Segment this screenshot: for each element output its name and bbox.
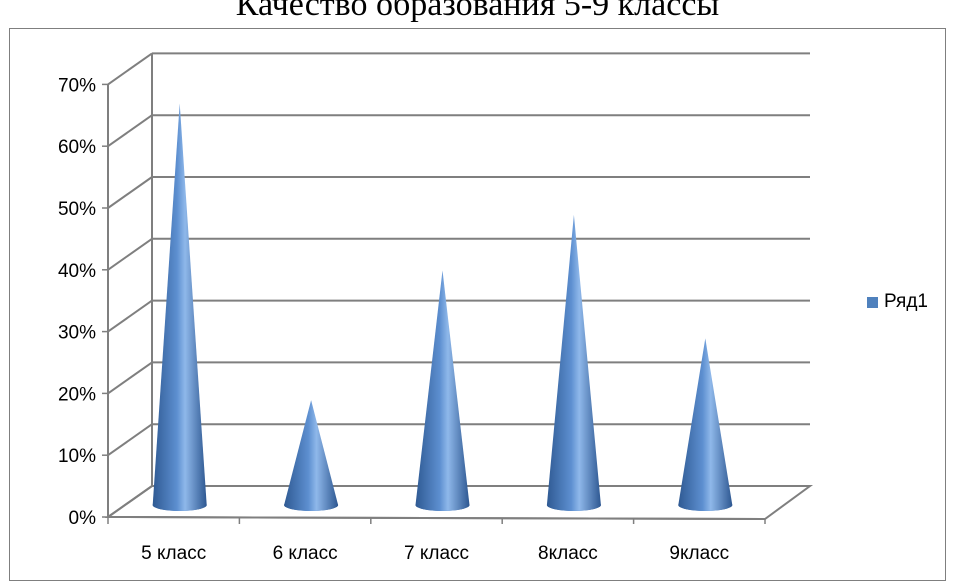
- x-tick-label: 5 класс: [141, 543, 206, 564]
- y-tick-label: 50%: [58, 199, 96, 220]
- legend-swatch: [867, 296, 878, 308]
- y-tick-label: 70%: [58, 75, 96, 96]
- x-tick-label: 9класс: [669, 543, 729, 564]
- y-tick-label: 20%: [58, 384, 96, 405]
- bar: [678, 338, 733, 512]
- y-tick-label: 30%: [58, 323, 96, 344]
- bar: [546, 214, 601, 512]
- chart-title: Качество образования 5-9 классы: [235, 0, 720, 23]
- bar: [284, 400, 339, 512]
- legend-label: Ряд1: [884, 291, 928, 312]
- bar-cone: [546, 214, 601, 512]
- y-tick-label: 40%: [58, 261, 96, 282]
- bar-cone: [284, 400, 339, 512]
- x-tick-label: 6 класс: [273, 543, 338, 564]
- gridline-depth: [107, 176, 153, 209]
- gridline-depth: [107, 423, 153, 457]
- bar: [415, 270, 470, 512]
- gridline-depth: [107, 114, 153, 148]
- chart-frame: [9, 28, 946, 581]
- gridline-depth: [107, 52, 153, 86]
- y-tick-label: 60%: [58, 137, 96, 158]
- y-tick-label: 10%: [58, 446, 96, 467]
- y-tick-label: 0%: [69, 508, 97, 529]
- x-tick-label: 7 класс: [404, 543, 469, 564]
- x-tick-label: 8класс: [538, 543, 598, 564]
- gridline-depth: [107, 299, 153, 333]
- bar-cone: [152, 103, 207, 512]
- x-axis: [107, 516, 766, 520]
- gridline-depth: [107, 361, 153, 395]
- gridline-depth: [107, 237, 153, 271]
- bar-cone: [415, 270, 470, 512]
- bar: [152, 103, 207, 512]
- legend: Ряд1: [867, 291, 928, 313]
- bar-cone: [678, 338, 733, 512]
